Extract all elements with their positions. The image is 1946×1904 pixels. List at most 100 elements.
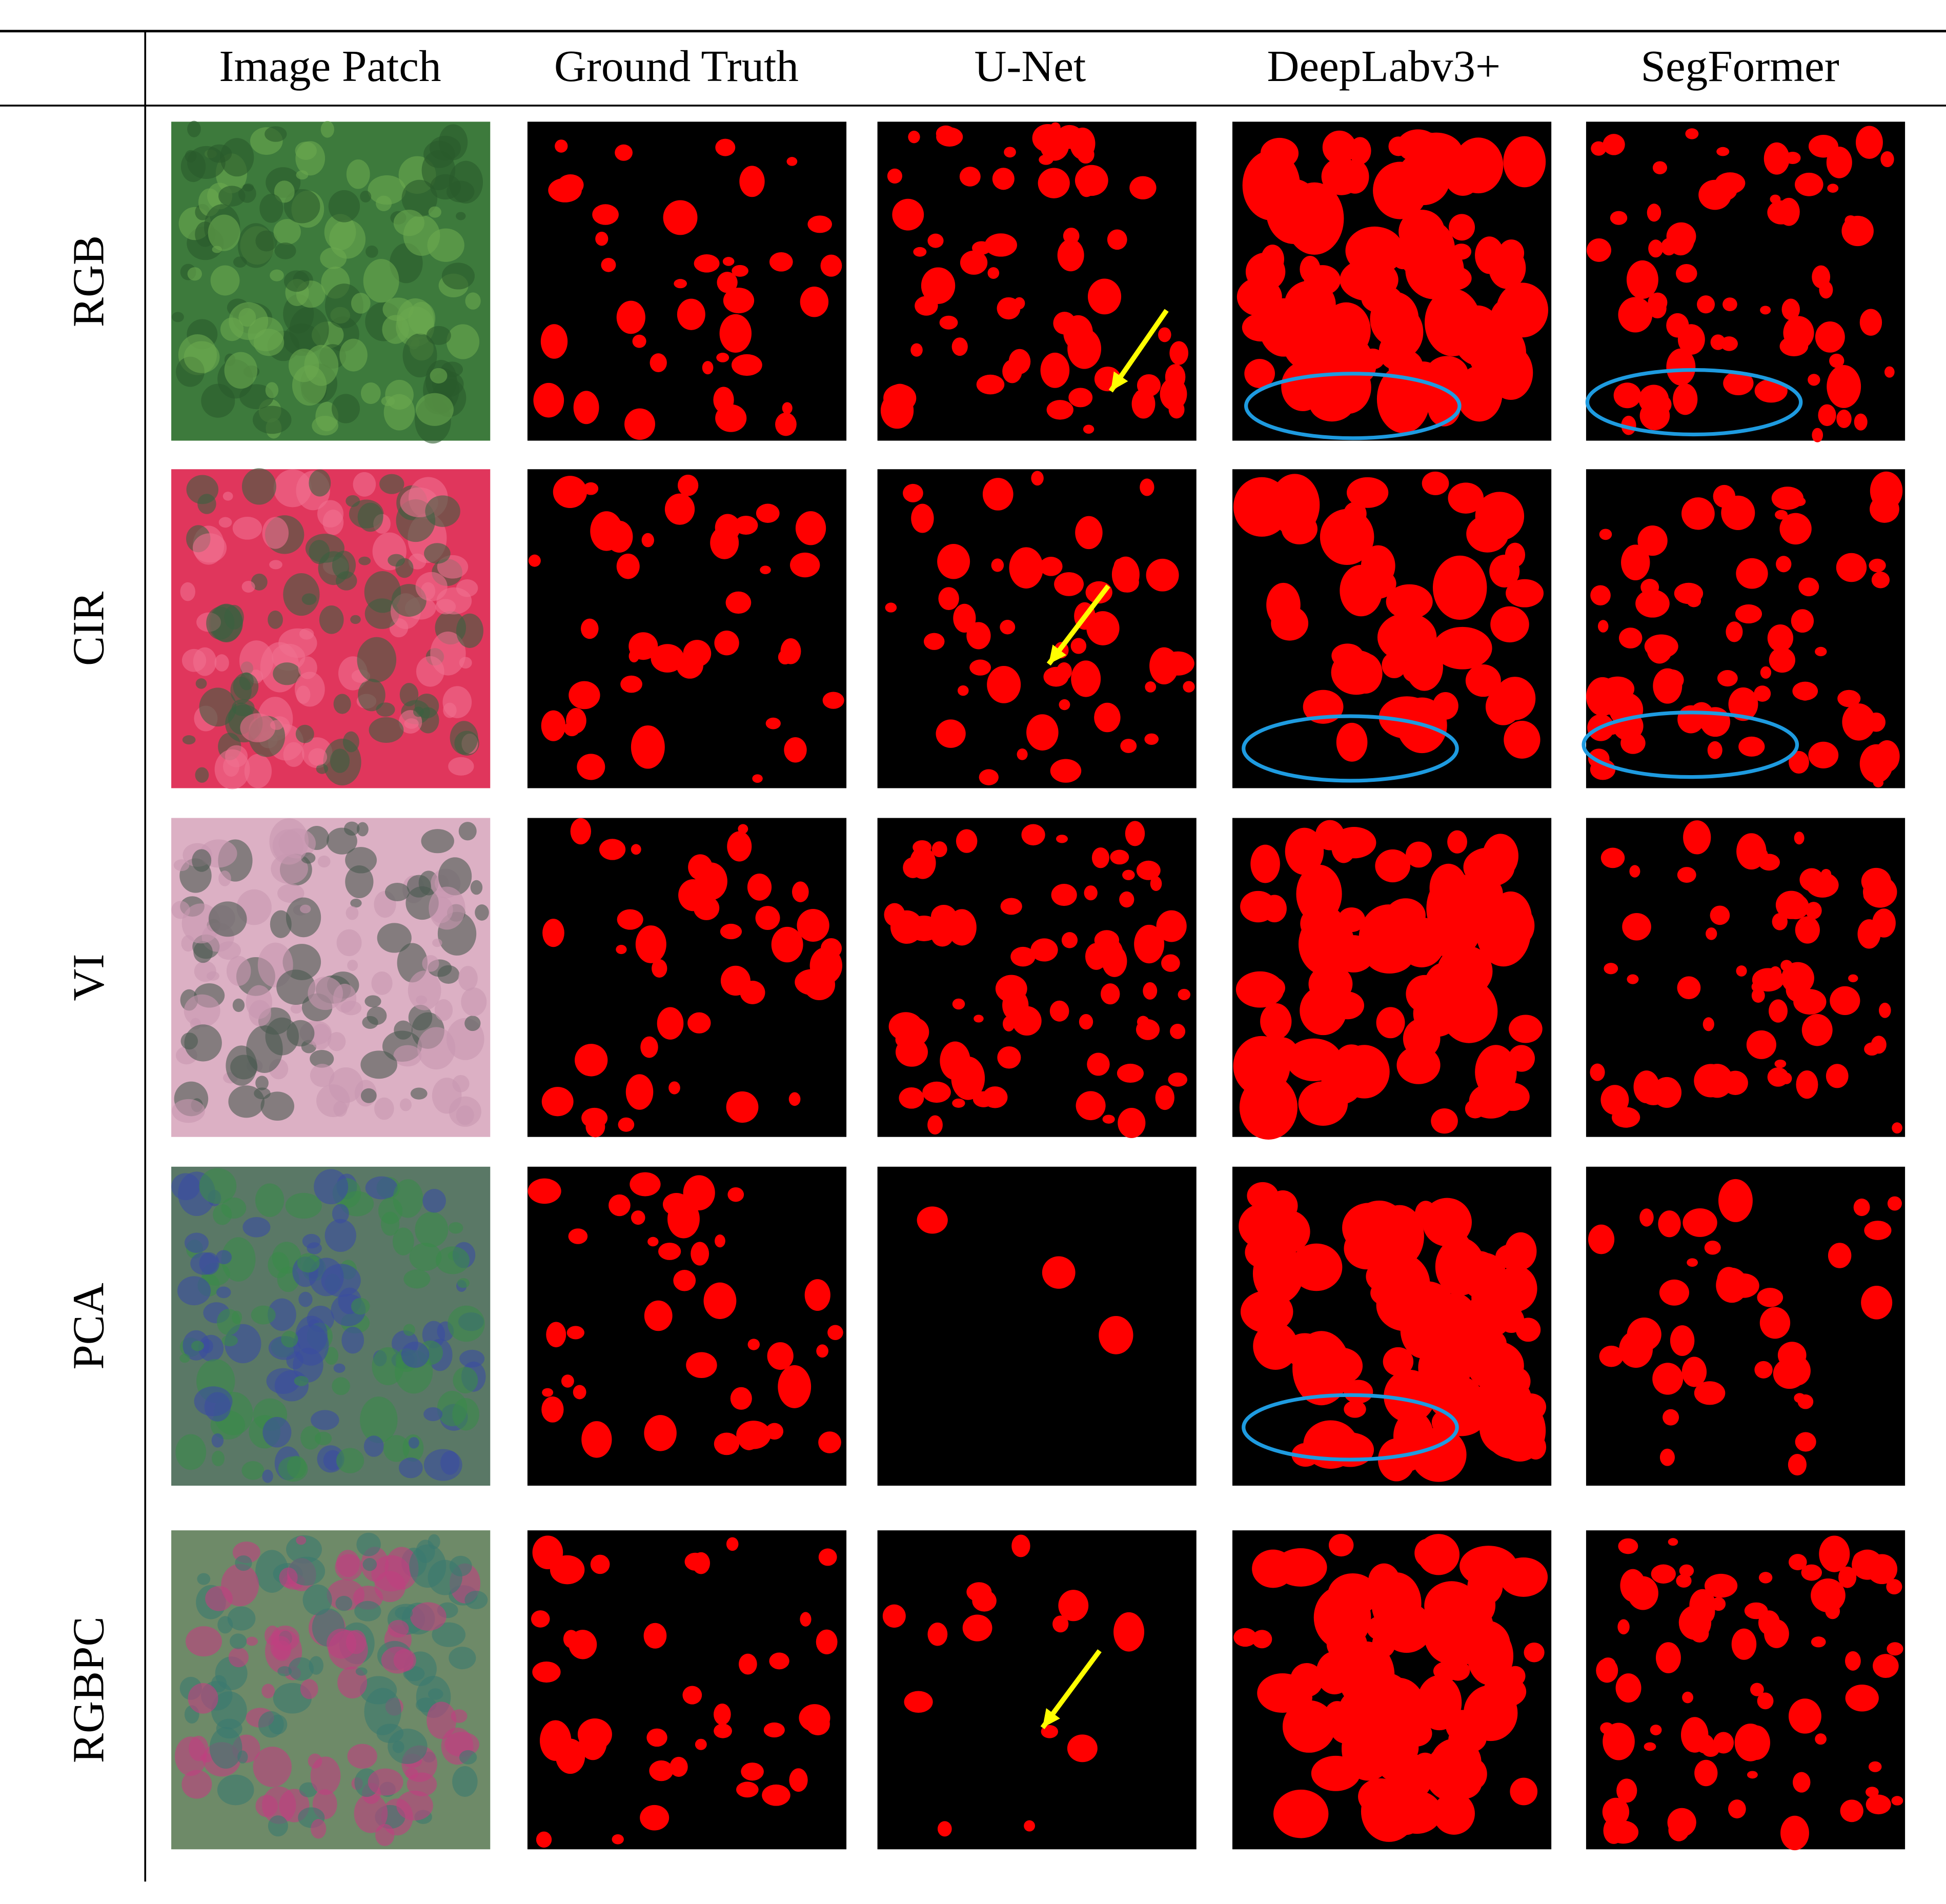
mask-blob xyxy=(1706,927,1717,940)
texture-blob xyxy=(268,610,283,629)
texture-blob xyxy=(399,1098,412,1111)
mask-blob xyxy=(1000,898,1022,915)
texture-blob xyxy=(408,970,441,1010)
mask-blob xyxy=(629,632,658,660)
texture-blob xyxy=(206,606,235,640)
mask-blob xyxy=(1435,1398,1487,1436)
mask-blob xyxy=(1683,820,1711,855)
mask-blob xyxy=(1111,556,1140,593)
mask-blob xyxy=(1886,1579,1902,1595)
row-label: CIR xyxy=(64,592,113,666)
mask-blob xyxy=(695,1738,707,1750)
texture-blob xyxy=(241,581,255,593)
mask-blob xyxy=(644,1300,673,1331)
arrow-head xyxy=(1048,644,1067,664)
mask-blob xyxy=(747,873,772,901)
texture-blob xyxy=(295,141,317,160)
mask-blob xyxy=(652,959,667,978)
mask-blob xyxy=(1393,1410,1434,1462)
mask-blob xyxy=(1666,348,1696,386)
mask-blob xyxy=(1836,553,1867,582)
mask-blob xyxy=(618,1117,635,1132)
segmentation-mask xyxy=(527,818,847,1138)
mask-blob xyxy=(1788,1698,1821,1734)
mask-blob xyxy=(938,587,959,611)
texture-blob xyxy=(241,1461,265,1480)
mask-blob xyxy=(1011,1534,1030,1557)
mask-blob xyxy=(1013,297,1025,310)
mask-blob xyxy=(1750,1683,1764,1696)
mask-blob xyxy=(1071,660,1101,697)
mask-blob xyxy=(1775,890,1807,919)
mask-blob xyxy=(1489,554,1520,588)
mask-blob xyxy=(1183,681,1195,693)
texture-blob xyxy=(297,1253,320,1273)
mask-blob xyxy=(1710,905,1730,925)
mask-blob xyxy=(927,233,944,248)
texture-blob xyxy=(296,1536,307,1545)
mask-blob xyxy=(575,1044,608,1077)
texture-blob xyxy=(403,1324,415,1336)
mask-blob xyxy=(911,503,934,533)
texture-blob xyxy=(351,1298,370,1315)
arrow-head xyxy=(1042,1708,1060,1728)
mask-blob xyxy=(1433,1661,1462,1681)
mask-blob xyxy=(1521,1404,1543,1432)
texture-blob xyxy=(184,994,220,1027)
mask-blob xyxy=(1061,932,1078,948)
texture-blob xyxy=(333,1363,346,1373)
mask-blob xyxy=(599,839,626,860)
mask-blob xyxy=(1736,965,1747,977)
mask-blob xyxy=(726,1537,739,1551)
mask-blob xyxy=(1754,1361,1773,1379)
mask-blob xyxy=(1117,1063,1144,1083)
mask-blob xyxy=(1683,1208,1717,1237)
mask-blob xyxy=(1099,1315,1133,1354)
mask-blob xyxy=(1453,137,1504,194)
mask-blob xyxy=(966,622,991,650)
texture-blob xyxy=(378,1197,403,1225)
mask-blob xyxy=(719,314,752,353)
mask-blob xyxy=(1707,741,1722,759)
texture-blob xyxy=(228,1647,249,1668)
mask-blob xyxy=(747,1339,760,1350)
mask-blob xyxy=(1053,312,1076,335)
mask-blob xyxy=(1635,589,1670,618)
mask-blob xyxy=(715,138,736,156)
mask-blob xyxy=(903,483,923,502)
mask-blob xyxy=(1827,184,1839,193)
mask-blob xyxy=(960,250,988,275)
mask-blob xyxy=(913,247,927,257)
texture-blob xyxy=(452,1075,470,1092)
texture-blob xyxy=(260,1091,294,1121)
mask-blob xyxy=(1676,1574,1692,1588)
mask-blob xyxy=(569,681,600,710)
mask-blob xyxy=(691,1242,710,1266)
texture-blob xyxy=(251,1305,276,1325)
mask-blob xyxy=(1647,204,1661,222)
mask-blob xyxy=(1757,1288,1783,1307)
texture-blob xyxy=(404,718,419,729)
texture-blob xyxy=(443,702,457,718)
mask-blob xyxy=(573,391,599,424)
mask-blob xyxy=(1856,126,1883,159)
mask-blob xyxy=(738,1653,757,1675)
mask-blob xyxy=(1697,295,1715,314)
mask-blob xyxy=(1746,1030,1776,1059)
texture-blob xyxy=(308,748,328,766)
texture-blob xyxy=(262,517,289,549)
texture-blob xyxy=(402,333,437,378)
mask-blob xyxy=(1290,1243,1343,1291)
mask-blob xyxy=(1110,849,1129,865)
mask-blob xyxy=(1488,247,1526,289)
mask-blob xyxy=(1650,1725,1662,1735)
mask-blob xyxy=(1588,1224,1615,1254)
texture-blob xyxy=(446,324,480,359)
mask-blob xyxy=(807,215,832,233)
mask-blob xyxy=(1627,1576,1658,1610)
mask-blob xyxy=(580,618,599,639)
image-patch xyxy=(171,818,491,1137)
texture-blob xyxy=(279,1567,298,1588)
segmentation-mask xyxy=(877,469,1197,788)
mask-blob xyxy=(1694,1381,1726,1405)
